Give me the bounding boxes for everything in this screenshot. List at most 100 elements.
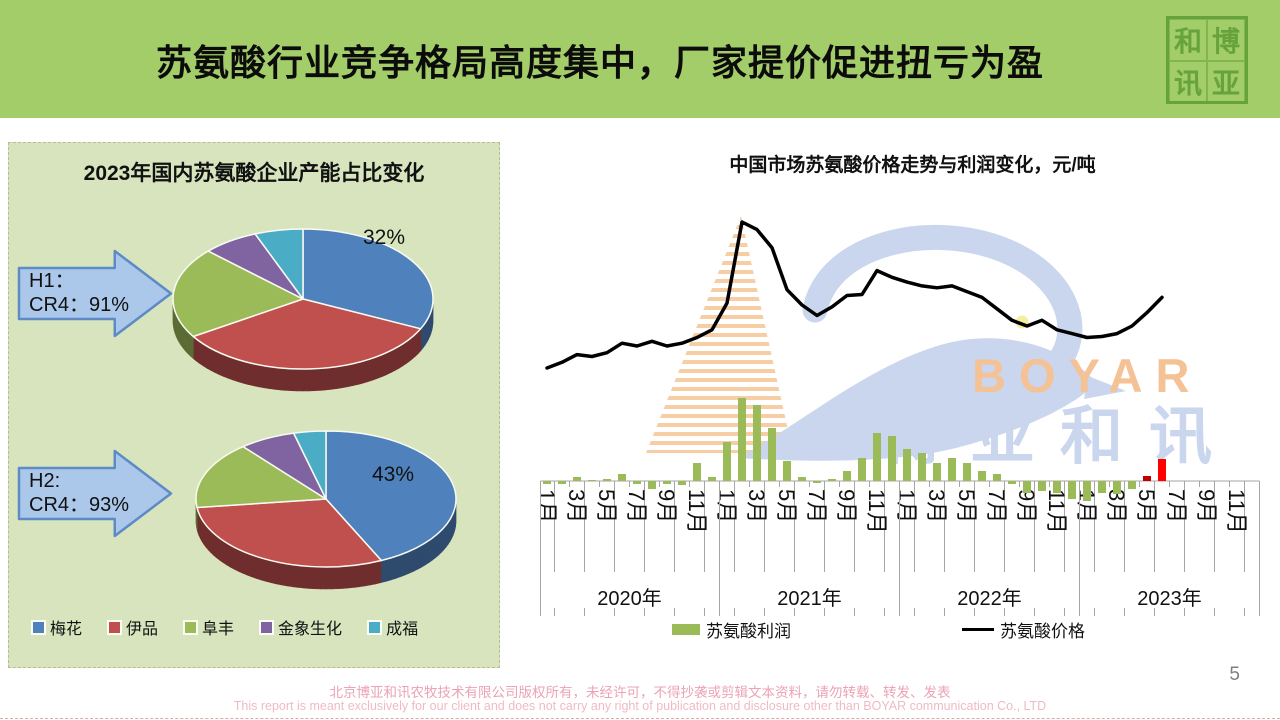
profit-bar	[963, 463, 971, 481]
month-tick-label: 11月	[1044, 489, 1069, 534]
profit-legend-label: 苏氨酸利润	[706, 622, 791, 641]
month-tick-label: 9月	[834, 489, 859, 523]
profit-bar	[543, 481, 551, 484]
footer-copyright-en: This report is meant exclusively for our…	[233, 699, 1047, 713]
capacity-pie-charts: 32% H1：CR4：91% 43% H2:CR4：93%	[17, 226, 457, 590]
profit-bar	[588, 480, 596, 481]
month-tick-label: 3月	[924, 489, 949, 523]
month-tick-label: 9月	[654, 489, 679, 523]
month-tick-label: 11月	[864, 489, 889, 534]
pie-slice-梅花	[302, 228, 434, 330]
capacity-legend-item: 阜丰	[183, 615, 235, 639]
pie-slice-梅花	[325, 430, 457, 562]
pie-data-label: 43%	[372, 463, 414, 486]
month-tick-label: 5月	[774, 489, 799, 523]
profit-legend-swatch	[672, 624, 700, 635]
month-tick-label: 9月	[1194, 489, 1219, 523]
legend-label: 梅花	[50, 621, 83, 638]
pie-slice-伊品	[196, 498, 383, 568]
month-tick-label: 1月	[894, 489, 919, 523]
pie-slice-成福	[254, 228, 304, 300]
month-tick-label: 7月	[1164, 489, 1189, 523]
legend-label: 成福	[386, 621, 419, 638]
footer-copyright-cn: 北京博亚和讯农牧技术有限公司版权所有，未经许可，不得抄袭或剪辑文本资料，请勿转载…	[329, 685, 951, 700]
pie-slice-阜丰	[172, 250, 304, 338]
profit-bars	[543, 398, 1166, 501]
profit-bar	[933, 463, 941, 481]
page-number: 5	[1229, 664, 1240, 685]
pie-slice-成福	[292, 430, 327, 500]
price-line	[545, 220, 1164, 370]
legend-swatch	[259, 619, 275, 635]
profit-bar	[693, 463, 701, 481]
profit-bar	[648, 481, 656, 489]
pie-side	[195, 498, 457, 590]
slide-header: 苏氨酸行业竞争格局高度集中，厂家提价促进扭亏为盈 和博讯亚	[0, 0, 1280, 118]
arrow-callout-H1: H1：CR4：91%	[17, 249, 173, 338]
legend-swatch	[183, 619, 199, 635]
price-legend-label: 苏氨酸价格	[1000, 622, 1085, 641]
month-tick-label: 9月	[1014, 489, 1039, 523]
profit-bar	[573, 477, 581, 481]
profit-bar	[798, 477, 806, 481]
arrow-callout-H2: H2:CR4：93%	[17, 449, 173, 538]
month-tick-label: 5月	[954, 489, 979, 523]
capacity-panel-title: 2023年国内苏氨酸企业产能占比变化	[83, 162, 425, 185]
pie-chart-H1: 32%	[172, 226, 434, 392]
capacity-legend-item: 伊品	[107, 615, 159, 639]
profit-bar	[663, 481, 671, 484]
year-tick-label: 2022年	[957, 587, 1022, 610]
month-tick-label: 11月	[1224, 489, 1249, 534]
profit-bar	[858, 458, 866, 481]
profit-bar	[1068, 481, 1076, 499]
profit-bar	[1038, 481, 1046, 491]
profit-bar	[558, 481, 566, 484]
month-tick-label: 3月	[1104, 489, 1129, 523]
pie-chart-H2: 43%	[195, 430, 457, 590]
month-tick-label: 7月	[624, 489, 649, 523]
legend-swatch	[31, 619, 46, 635]
profit-bar	[948, 458, 956, 481]
month-tick-label: 3月	[564, 489, 589, 523]
legend-label: 伊品	[126, 621, 159, 638]
profit-bar	[873, 433, 881, 481]
price-legend-swatch	[962, 627, 994, 632]
profit-bar	[1143, 476, 1151, 481]
profit-bar	[678, 481, 686, 485]
arrow-label-line2: CR4：93%	[29, 494, 129, 516]
arrow-label-line2: CR4：91%	[29, 294, 129, 316]
legend-swatch	[367, 619, 383, 635]
month-tick-label: 7月	[984, 489, 1009, 523]
profit-bar	[828, 479, 836, 481]
capacity-panel: 2023年国内苏氨酸企业产能占比变化 32% H1： CR4：91% 43% H2: CR…	[8, 142, 500, 668]
pie-slice-阜丰	[195, 445, 327, 509]
profit-bar	[708, 477, 716, 481]
arrow-label-line1: H2:	[29, 470, 60, 492]
profit-bar	[813, 481, 821, 483]
legend-label: 金象生化	[278, 621, 343, 638]
capacity-legend: 梅花 伊品 阜丰 金象生化 成福	[31, 615, 483, 639]
profit-bar	[1053, 481, 1061, 493]
profit-bar	[1113, 481, 1121, 494]
legend-swatch	[107, 619, 123, 635]
profit-bar	[1098, 481, 1106, 493]
year-tick-label: 2021年	[777, 587, 842, 610]
legend-label: 阜丰	[202, 621, 235, 638]
year-tick-label: 2023年	[1137, 587, 1202, 610]
profit-bar	[753, 405, 761, 481]
legend-item-profit: 苏氨酸利润	[672, 617, 791, 642]
seal-character: 讯	[1169, 61, 1207, 103]
pie-data-label: 32%	[363, 226, 405, 249]
profit-bar	[1023, 481, 1031, 493]
profit-bar	[618, 474, 626, 481]
profit-bar	[1083, 481, 1091, 501]
profit-bar	[888, 436, 896, 481]
profit-bar	[603, 479, 611, 481]
month-tick-label: 5月	[1134, 489, 1159, 523]
pie-side	[172, 298, 434, 392]
capacity-legend-item: 金象生化	[259, 615, 343, 639]
profit-bar	[723, 442, 731, 481]
profit-bar	[633, 481, 641, 484]
